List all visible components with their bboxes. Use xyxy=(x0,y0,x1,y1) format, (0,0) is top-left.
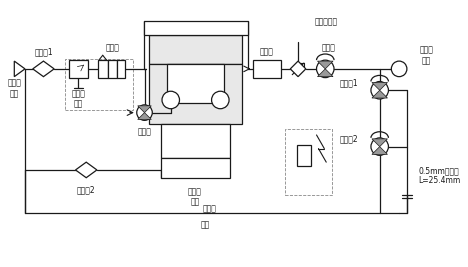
Bar xyxy=(253,60,280,78)
Text: 气控阀: 气控阀 xyxy=(321,43,335,52)
Text: 卸荷阀2: 卸荷阀2 xyxy=(339,134,358,143)
Text: 过滤器2: 过滤器2 xyxy=(77,185,95,194)
Polygon shape xyxy=(75,162,97,178)
Text: 电气比
例阀: 电气比 例阀 xyxy=(72,89,85,109)
Bar xyxy=(167,64,224,103)
Polygon shape xyxy=(33,61,54,77)
Bar xyxy=(117,60,125,78)
Polygon shape xyxy=(290,61,306,77)
Polygon shape xyxy=(138,106,151,113)
Circle shape xyxy=(162,91,180,109)
Text: 截止阀: 截止阀 xyxy=(138,128,152,136)
Polygon shape xyxy=(372,147,388,154)
Bar xyxy=(65,59,133,110)
Text: 压力传感器: 压力传感器 xyxy=(314,18,338,27)
Text: 0.5mm节流孔
L=25.4mm: 0.5mm节流孔 L=25.4mm xyxy=(418,166,461,186)
Circle shape xyxy=(212,91,229,109)
Circle shape xyxy=(137,105,152,120)
Text: 油箱: 油箱 xyxy=(200,220,209,229)
Text: 卸荷阀1: 卸荷阀1 xyxy=(339,78,358,87)
Bar xyxy=(149,35,241,64)
Text: 电磁阀: 电磁阀 xyxy=(105,43,119,52)
Text: 气动增
压泵: 气动增 压泵 xyxy=(188,187,202,207)
Bar xyxy=(98,60,108,78)
Polygon shape xyxy=(317,69,333,77)
Polygon shape xyxy=(138,113,151,119)
Text: 安全阀: 安全阀 xyxy=(203,204,217,213)
Circle shape xyxy=(391,61,407,77)
Bar xyxy=(144,21,248,35)
Polygon shape xyxy=(317,61,333,69)
Circle shape xyxy=(371,138,388,155)
Polygon shape xyxy=(15,61,25,77)
Polygon shape xyxy=(372,90,388,98)
Bar xyxy=(297,145,311,166)
Bar xyxy=(69,60,88,78)
Text: 高压油
出口: 高压油 出口 xyxy=(419,46,433,65)
Bar xyxy=(161,158,230,178)
Text: 过滤器1: 过滤器1 xyxy=(34,47,53,56)
Polygon shape xyxy=(372,83,388,90)
Bar xyxy=(161,124,230,158)
Circle shape xyxy=(316,60,334,78)
Circle shape xyxy=(371,81,388,99)
Text: 压缩空
气源: 压缩空 气源 xyxy=(7,78,21,98)
Bar xyxy=(149,64,241,124)
Text: 消声器: 消声器 xyxy=(260,47,274,56)
Polygon shape xyxy=(372,139,388,147)
Bar xyxy=(285,129,332,195)
Bar xyxy=(108,60,117,78)
